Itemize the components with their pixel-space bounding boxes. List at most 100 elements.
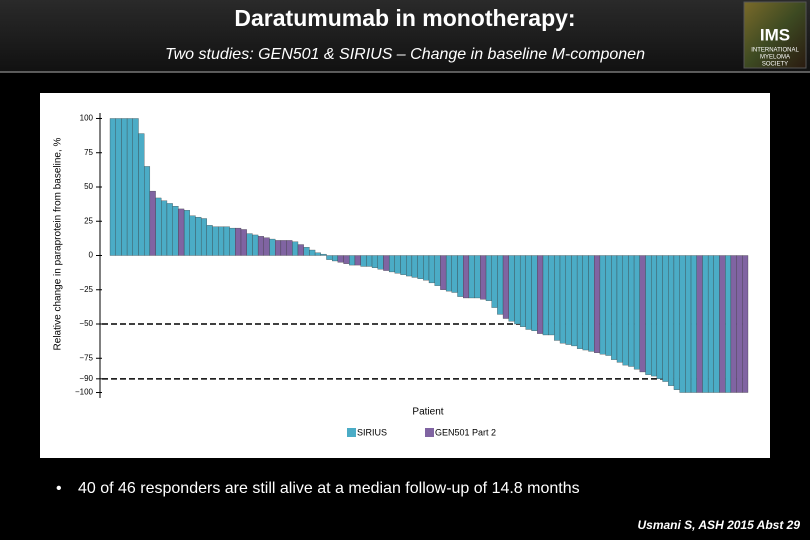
bar [719, 255, 726, 393]
bar [144, 166, 151, 256]
logo [743, 1, 807, 69]
bar [172, 206, 179, 256]
bar [303, 247, 310, 256]
bar [485, 255, 492, 301]
bar [189, 215, 196, 256]
legend-label: SIRIUS [357, 427, 387, 437]
bar [309, 249, 316, 256]
bar [548, 255, 555, 336]
bar [730, 255, 737, 393]
bar [411, 255, 418, 278]
bar [212, 226, 219, 256]
bar [417, 255, 424, 279]
header-band [0, 0, 810, 72]
slide-subtitle: Two studies: GEN501 & SIRIUS – Change in… [165, 46, 645, 63]
bar [223, 226, 230, 256]
bar [126, 118, 133, 256]
y-tick-label: −100 [75, 388, 94, 397]
bar [292, 241, 299, 256]
bar [628, 255, 635, 367]
legend-label: GEN501 Part 2 [435, 427, 496, 437]
bar [451, 255, 458, 293]
bar [576, 255, 583, 349]
bar [235, 227, 242, 256]
bar [195, 216, 202, 256]
bar [599, 255, 606, 355]
bar [519, 255, 526, 327]
bar [542, 255, 549, 336]
y-axis-label: Relative change in paraprotein from base… [53, 137, 64, 350]
slide-title: Daratumumab in monotherapy: [234, 5, 575, 31]
bar [388, 255, 395, 273]
bar [360, 255, 367, 267]
bar [428, 255, 435, 284]
bar [474, 255, 481, 299]
bar [149, 190, 156, 256]
bar [240, 229, 247, 256]
bar [514, 255, 521, 325]
bar [582, 255, 589, 351]
bar [707, 255, 714, 393]
bar [275, 240, 282, 256]
bar [645, 255, 652, 375]
bar [662, 255, 669, 382]
bar [218, 226, 225, 256]
bar [337, 255, 344, 263]
bar [109, 118, 116, 256]
bar [502, 255, 509, 319]
y-tick-label: 75 [84, 148, 93, 157]
bar [183, 210, 190, 256]
logo-name: IMS [760, 25, 790, 44]
bar [383, 255, 390, 271]
bar [400, 255, 407, 275]
logo-text: SOCIETY [762, 62, 788, 68]
bar [639, 255, 646, 373]
bar [611, 255, 618, 360]
bar [166, 203, 173, 256]
bar [155, 197, 162, 256]
bar [565, 255, 572, 345]
legend-swatch [347, 428, 356, 437]
y-tick-label: 50 [84, 182, 93, 191]
bar [537, 255, 544, 334]
bar [343, 255, 350, 264]
bar [508, 255, 515, 322]
bar [559, 255, 566, 344]
bar [742, 255, 749, 393]
bar [673, 255, 680, 390]
bar [269, 238, 276, 256]
bar [445, 255, 452, 292]
footnote: Usmani S, ASH 2015 Abst 29 [637, 518, 800, 532]
bar [651, 255, 658, 377]
bar [713, 255, 720, 393]
bar [434, 255, 441, 286]
bar [457, 255, 464, 297]
bar [440, 255, 447, 290]
bar [280, 240, 287, 256]
bar [531, 255, 538, 332]
bar [491, 255, 498, 308]
bar [121, 118, 128, 256]
bar [138, 133, 145, 256]
bar [252, 234, 259, 256]
bar [622, 255, 629, 366]
bar [206, 225, 213, 256]
bar [394, 255, 401, 274]
bar [525, 255, 532, 330]
logo-text: INTERNATIONAL [751, 48, 799, 54]
bar [200, 218, 207, 256]
logo-text: MYELOMA [760, 55, 790, 61]
y-tick-label: 100 [80, 114, 94, 123]
bar [132, 118, 139, 256]
bar [161, 200, 168, 256]
bar [314, 252, 321, 256]
bar [616, 255, 623, 363]
bar [463, 255, 470, 299]
y-tick-label: −50 [79, 319, 93, 328]
bar [468, 255, 475, 299]
bar [656, 255, 663, 379]
y-tick-label: −25 [79, 285, 93, 294]
bar [326, 255, 333, 260]
bar [297, 244, 304, 256]
